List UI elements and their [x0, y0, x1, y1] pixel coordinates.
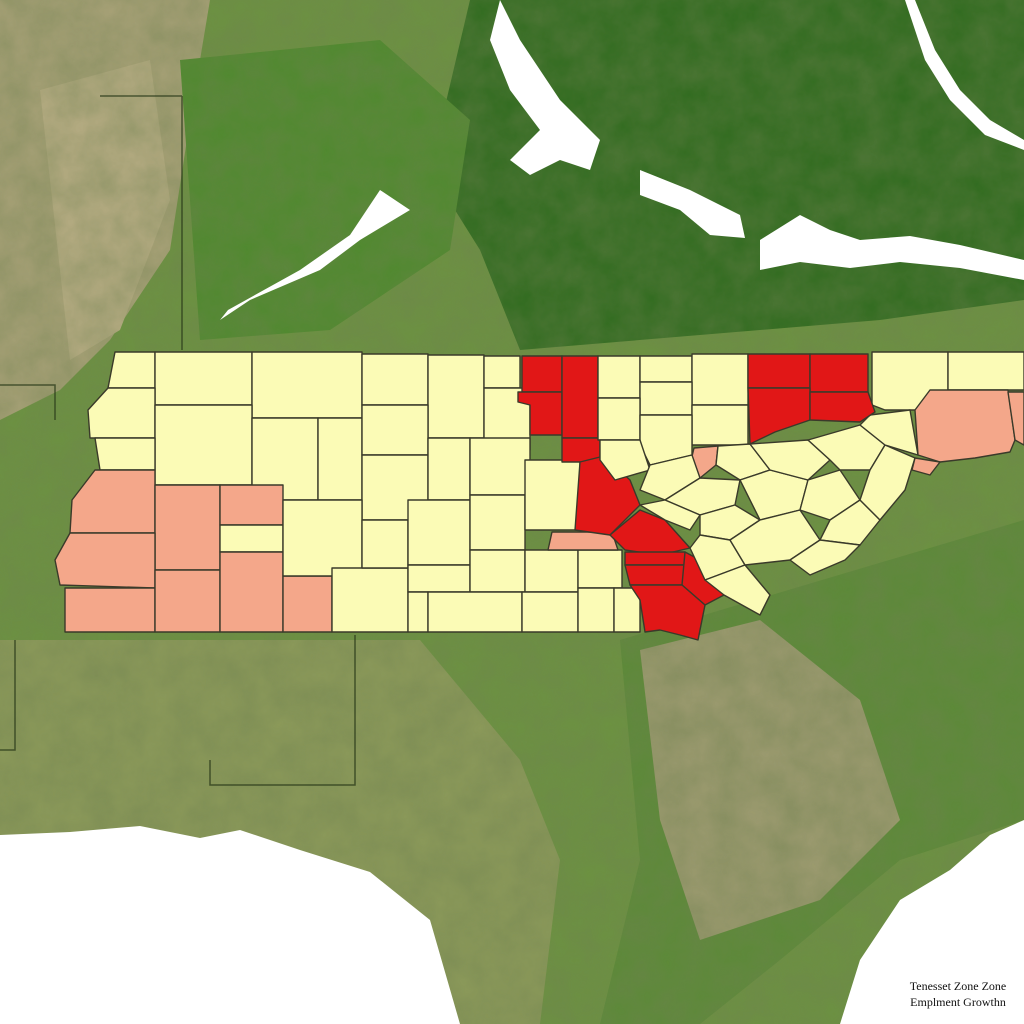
county[interactable] [1007, 391, 1024, 446]
northern-lake-east [760, 215, 1024, 280]
county[interactable] [469, 437, 531, 496]
county[interactable] [317, 417, 363, 501]
map-caption: Tenesset Zone Zone Emplment Growthn [892, 978, 1024, 1010]
county[interactable] [107, 351, 156, 389]
northern-lake-west [490, 0, 600, 175]
county[interactable] [54, 532, 156, 589]
county[interactable] [361, 519, 409, 569]
county[interactable] [407, 564, 471, 593]
gulf-water [0, 826, 460, 1024]
border-mississippi [209, 635, 356, 786]
county[interactable] [521, 355, 563, 393]
county[interactable] [427, 437, 471, 501]
county[interactable] [819, 499, 881, 546]
county[interactable] [361, 404, 429, 456]
county[interactable] [154, 351, 253, 406]
county[interactable] [407, 591, 429, 633]
northwest-river [220, 190, 410, 320]
northeast-river [905, 0, 1024, 150]
county[interactable] [331, 567, 409, 633]
county[interactable] [809, 391, 876, 423]
county[interactable] [597, 397, 641, 441]
county[interactable] [639, 355, 693, 383]
county[interactable] [251, 351, 363, 419]
county[interactable] [914, 389, 1016, 463]
county[interactable] [749, 439, 831, 481]
county[interactable] [809, 353, 869, 393]
county[interactable] [483, 355, 521, 389]
county[interactable] [94, 437, 156, 471]
county[interactable] [154, 569, 221, 633]
atlantic-water [840, 820, 1024, 1024]
county[interactable] [469, 549, 526, 593]
county[interactable] [577, 549, 623, 589]
county[interactable] [577, 587, 615, 633]
county[interactable] [469, 494, 526, 551]
county[interactable] [427, 354, 485, 439]
county[interactable] [154, 404, 253, 486]
county[interactable] [154, 484, 221, 571]
county[interactable] [789, 539, 861, 576]
county[interactable] [599, 439, 651, 481]
county[interactable] [361, 353, 429, 406]
county[interactable] [282, 499, 363, 577]
county[interactable] [64, 587, 156, 633]
county[interactable] [947, 351, 1024, 391]
county[interactable] [639, 381, 693, 416]
county[interactable] [639, 499, 701, 531]
county[interactable] [219, 551, 284, 633]
county[interactable] [524, 549, 579, 593]
county[interactable] [624, 551, 691, 566]
county[interactable] [911, 457, 941, 476]
county[interactable] [597, 355, 641, 399]
county[interactable] [561, 355, 599, 439]
border-west [0, 384, 56, 420]
county[interactable] [282, 575, 333, 633]
county[interactable] [747, 353, 811, 389]
county[interactable] [427, 591, 523, 633]
border-sw [0, 640, 16, 751]
northern-lake-center [640, 170, 745, 238]
county[interactable] [691, 353, 749, 406]
county[interactable] [624, 564, 686, 586]
county[interactable] [521, 591, 579, 633]
tennessee-counties [54, 351, 1024, 641]
county[interactable] [524, 459, 581, 531]
county[interactable] [704, 564, 771, 616]
county[interactable] [629, 584, 706, 641]
county[interactable] [691, 404, 749, 446]
county[interactable] [859, 409, 919, 456]
county[interactable] [219, 484, 284, 526]
county[interactable] [747, 387, 811, 445]
county[interactable] [407, 499, 471, 566]
county[interactable] [219, 524, 284, 553]
caption-title: Tenesset Zone Zone [909, 979, 1007, 993]
state-borders [0, 95, 356, 786]
caption-subtitle: Emplment Growthn [910, 995, 1006, 1009]
